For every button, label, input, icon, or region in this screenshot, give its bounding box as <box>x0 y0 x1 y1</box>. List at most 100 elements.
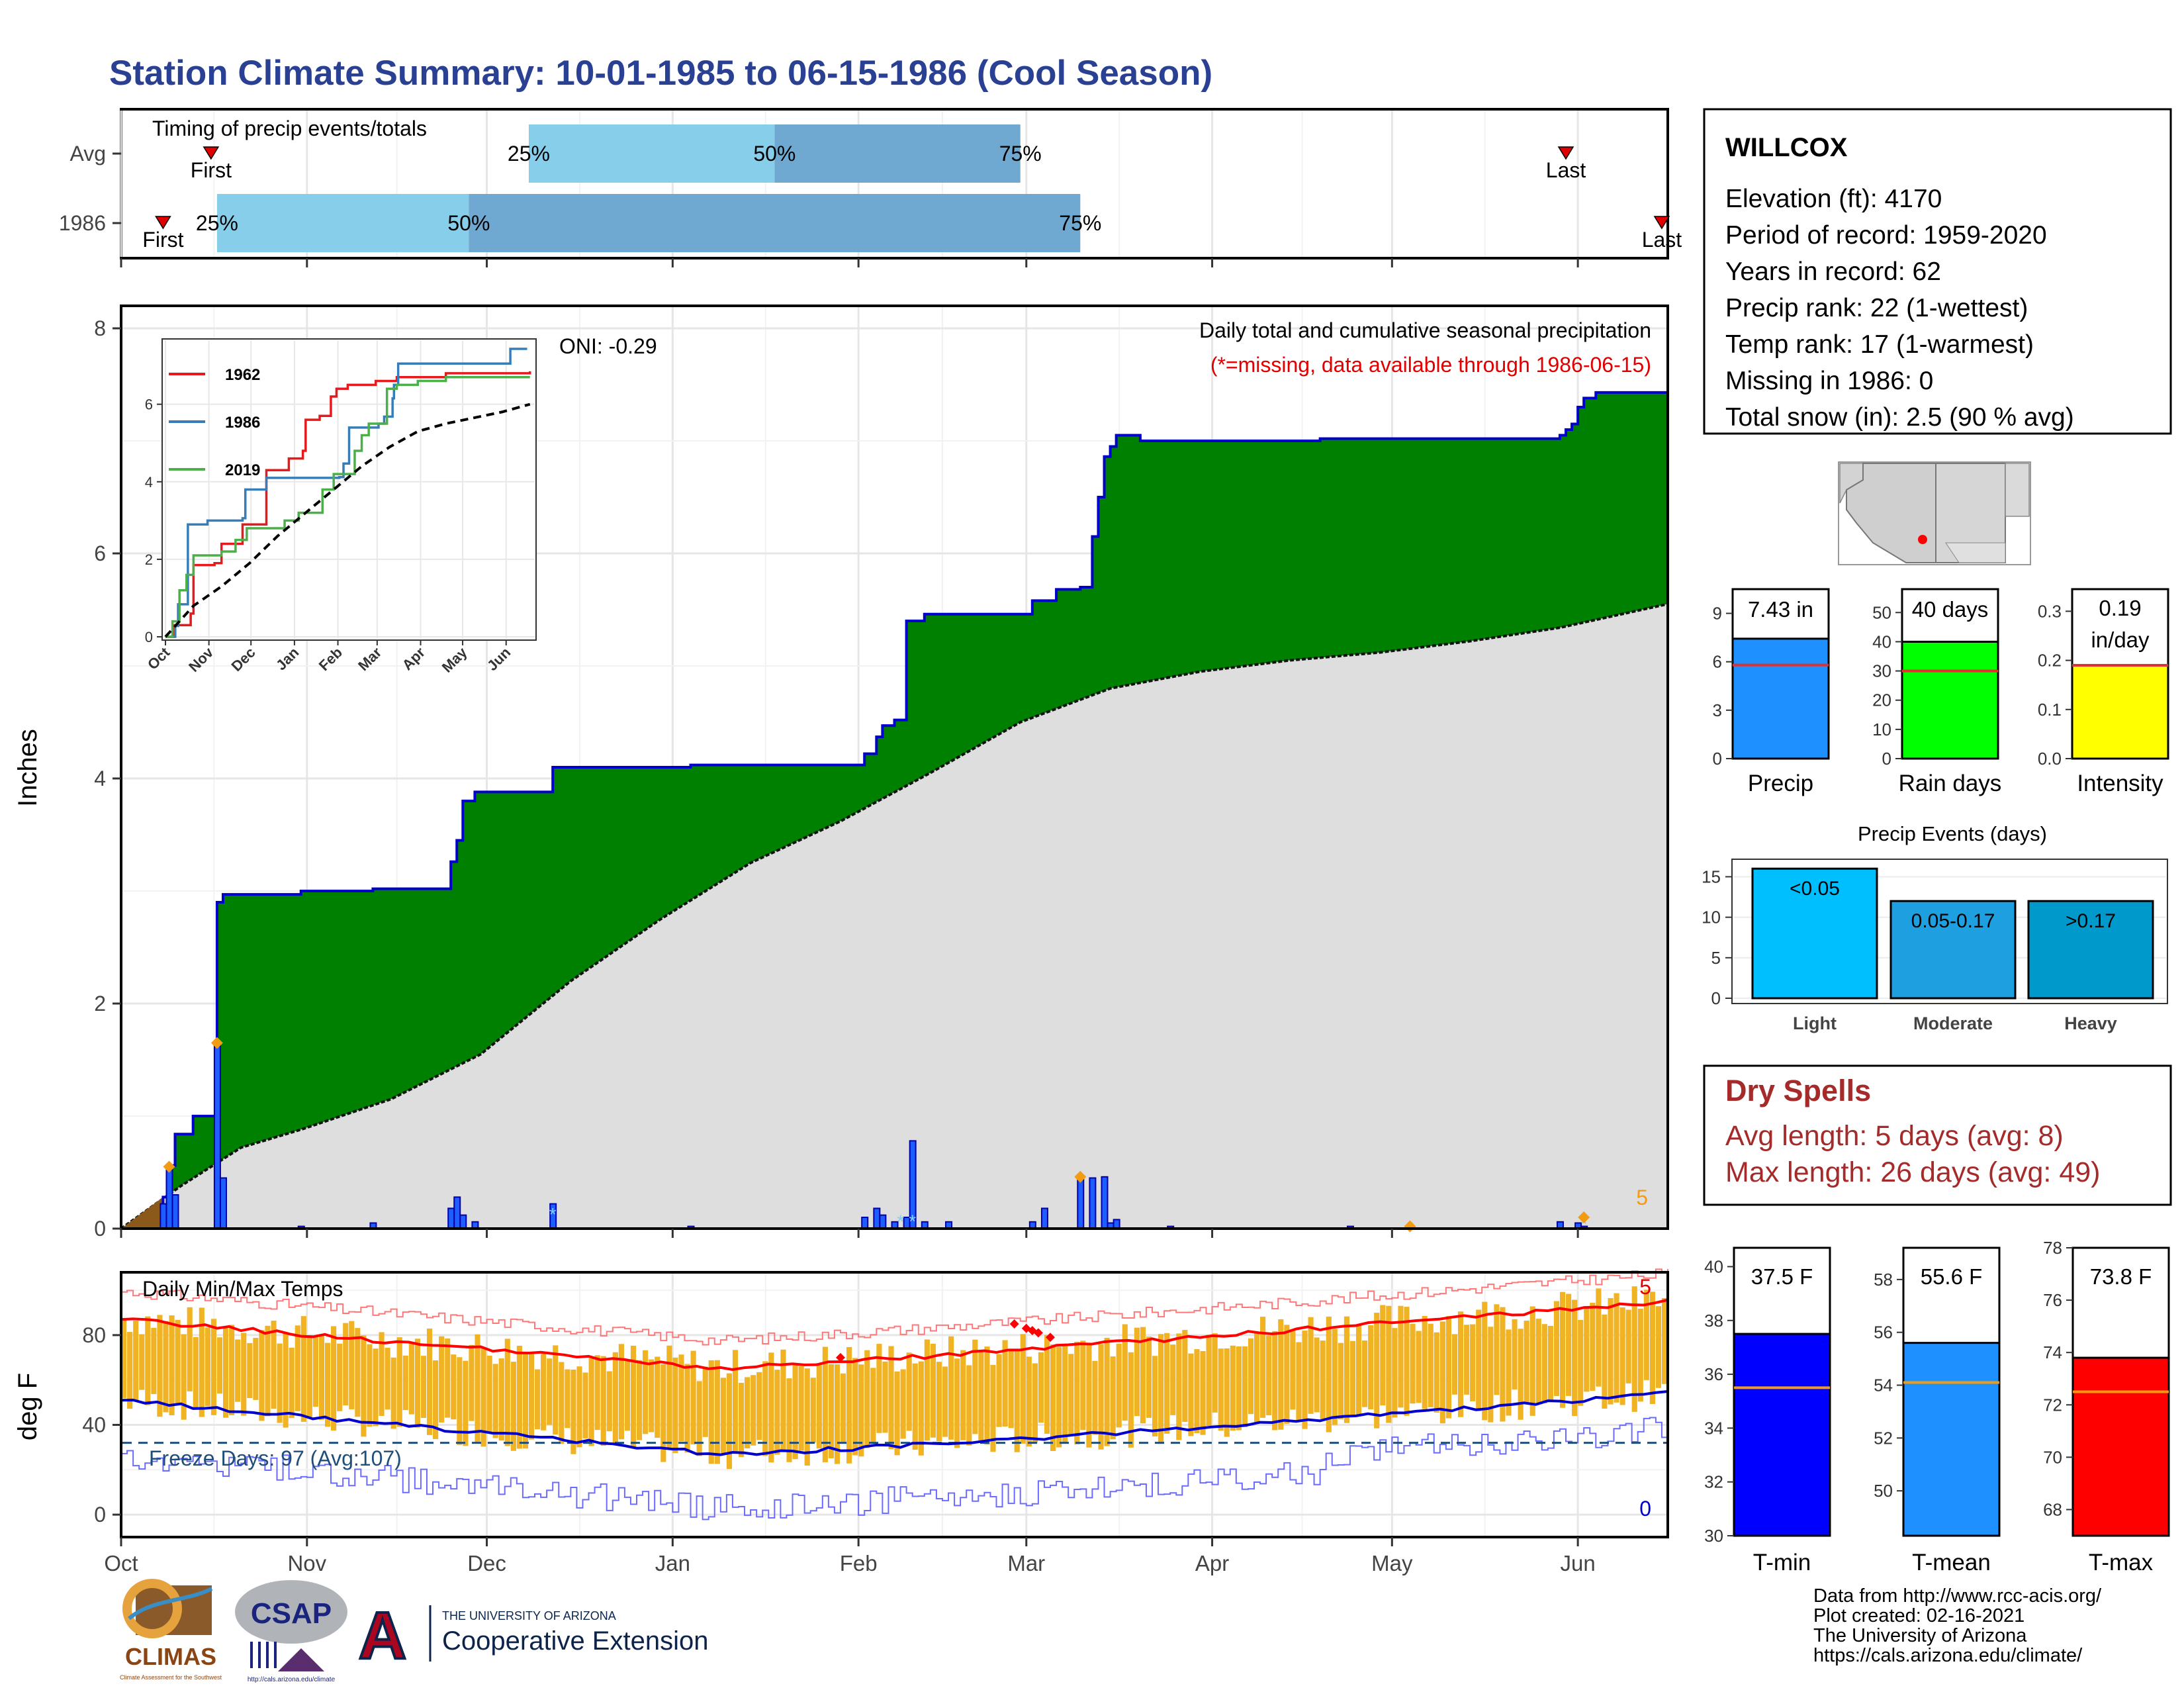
footer-university: The University of Arizona <box>1813 1625 2027 1646</box>
daily-temp-bar <box>762 1361 768 1456</box>
annual-panel-bar <box>1731 637 1830 760</box>
events-bar <box>1889 900 2017 1000</box>
temp-summary-tick-label: 54 <box>1874 1376 1893 1395</box>
temp-summary-tick-label: 72 <box>2043 1395 2062 1415</box>
daily-temp-bar <box>289 1347 295 1419</box>
daily-temp-bar <box>1158 1334 1164 1444</box>
climas-logo: CLIMAS Climate Assessment for the Southw… <box>120 1579 222 1681</box>
annual-panel-tick-label: 50 <box>1872 602 1891 622</box>
daily-temp-bar <box>768 1352 774 1463</box>
daily-temp-bar <box>426 1329 433 1435</box>
temp-x-tick-label: May <box>1371 1551 1413 1575</box>
daily-temp-bar <box>1422 1316 1428 1409</box>
temp-summary-tick-label: 78 <box>2043 1238 2062 1258</box>
daily-temp-bar <box>1578 1319 1584 1406</box>
daily-temp-bar <box>510 1362 516 1451</box>
timing-title: Timing of precip events/totals <box>152 117 427 140</box>
daily-temp-bar <box>1416 1331 1422 1403</box>
daily-temp-bar <box>1032 1363 1038 1443</box>
timing-marker <box>203 146 220 160</box>
daily-temp-bar <box>972 1339 978 1434</box>
climas-logo-subtext: Climate Assessment for the Southwest <box>120 1674 222 1681</box>
daily-temp-bar <box>559 1362 565 1444</box>
daily-precip-bar <box>219 1177 227 1229</box>
record-temp-marker <box>1027 1326 1037 1336</box>
daily-temp-bar <box>373 1348 379 1427</box>
daily-temp-bar <box>1308 1317 1314 1414</box>
daily-temp-bar <box>445 1338 451 1418</box>
station-precip-rank: Precip rank: 22 (1-wettest) <box>1725 294 2028 322</box>
daily-temp-bar <box>253 1338 259 1400</box>
temp-y-tick-label: 40 <box>82 1413 106 1437</box>
daily-temp-bar <box>852 1358 858 1456</box>
daily-temp-bar <box>306 1335 312 1417</box>
daily-temp-bar <box>1253 1333 1260 1423</box>
early-season-wedge <box>121 1197 163 1229</box>
daily-temp-bar <box>1512 1319 1518 1390</box>
daily-temp-bar <box>169 1315 175 1415</box>
daily-precip-bar <box>213 1042 221 1229</box>
daily-temp-bar <box>637 1360 643 1440</box>
daily-temp-bar <box>894 1371 900 1456</box>
daily-temp-bar <box>1092 1360 1098 1435</box>
timing-marker <box>1653 216 1670 230</box>
daily-precip-bar <box>447 1207 455 1230</box>
daily-temp-bar <box>1566 1293 1572 1396</box>
daily-temp-bar <box>643 1350 649 1434</box>
temp-summary-panel-1: 50 52 54 56 58 55.6 F T-mean <box>1874 1246 2001 1575</box>
daily-temp-bar <box>312 1335 319 1407</box>
inset-y-tick-label: 2 <box>145 551 153 568</box>
daily-temp-bar <box>660 1364 666 1462</box>
daily-temp-bar <box>828 1364 835 1458</box>
csap-logo-url: http://cals.arizona.edu/climate <box>248 1676 336 1683</box>
daily-temp-bar <box>966 1365 972 1446</box>
daily-temp-bar <box>1368 1325 1374 1410</box>
daily-temp-bar <box>229 1325 235 1415</box>
events-y-tick-label: 15 <box>1702 867 1721 886</box>
daily-temp-bar <box>882 1361 888 1433</box>
daily-temp-bar <box>385 1347 390 1410</box>
daily-temp-bar <box>265 1325 271 1417</box>
precip-plot: * * * * <box>120 391 1668 1234</box>
daily-temp-bar <box>1230 1345 1236 1431</box>
daily-temp-bar <box>1104 1337 1110 1446</box>
record-temp-marker <box>835 1352 845 1362</box>
temp-summary-tick-label: 74 <box>2043 1342 2062 1362</box>
daily-temp-bar <box>337 1343 343 1411</box>
page-title: Station Climate Summary: 10-01-1985 to 0… <box>109 54 1212 93</box>
daily-temp-bar <box>1541 1324 1547 1403</box>
daily-temp-bar <box>1122 1324 1128 1421</box>
daily-temp-bar <box>541 1354 547 1430</box>
daily-temp-bar <box>1464 1325 1470 1395</box>
daily-temp-bar <box>498 1358 504 1441</box>
precip-y-tick-label: 0 <box>94 1217 106 1241</box>
timing-percent-label: 50% <box>753 142 796 165</box>
timing-bar-50-75 <box>774 124 1021 183</box>
temp-summary-tick-label: 38 <box>1704 1311 1723 1331</box>
daily-temp-bar <box>163 1321 169 1413</box>
daily-temp-bar <box>714 1360 720 1464</box>
inset-legend-label: 1986 <box>225 414 260 432</box>
daily-temp-bar <box>624 1360 631 1431</box>
daily-temp-bar <box>1026 1356 1032 1447</box>
daily-temp-bar <box>486 1355 492 1434</box>
daily-temp-bar <box>408 1342 414 1415</box>
daily-temp-bar <box>463 1360 469 1446</box>
missing-data-mark: * <box>549 1204 557 1225</box>
daily-temp-bar <box>1170 1344 1176 1415</box>
ua-cooperative-extension-logo: A THE UNIVERSITY OF ARIZONA Cooperative … <box>357 1597 709 1674</box>
climas-logo-text: CLIMAS <box>125 1643 216 1670</box>
precip-y-label: Inches <box>13 729 42 807</box>
precip-events-chart: Precip Events (days) 0 5 10 15 <0.05 Light 0.0… <box>1702 822 2168 1033</box>
daily-temp-bar <box>810 1378 816 1443</box>
timing-row-label: Avg <box>69 142 106 165</box>
events-category-label: Light <box>1793 1013 1837 1033</box>
daily-temp-bar <box>690 1350 696 1444</box>
daily-precip-bar <box>861 1217 869 1229</box>
timing-row-label: 1986 <box>59 211 106 235</box>
daily-temp-bar <box>1572 1299 1578 1417</box>
daily-temp-bar <box>1470 1324 1476 1401</box>
timing-last-label: Last <box>1642 228 1682 252</box>
